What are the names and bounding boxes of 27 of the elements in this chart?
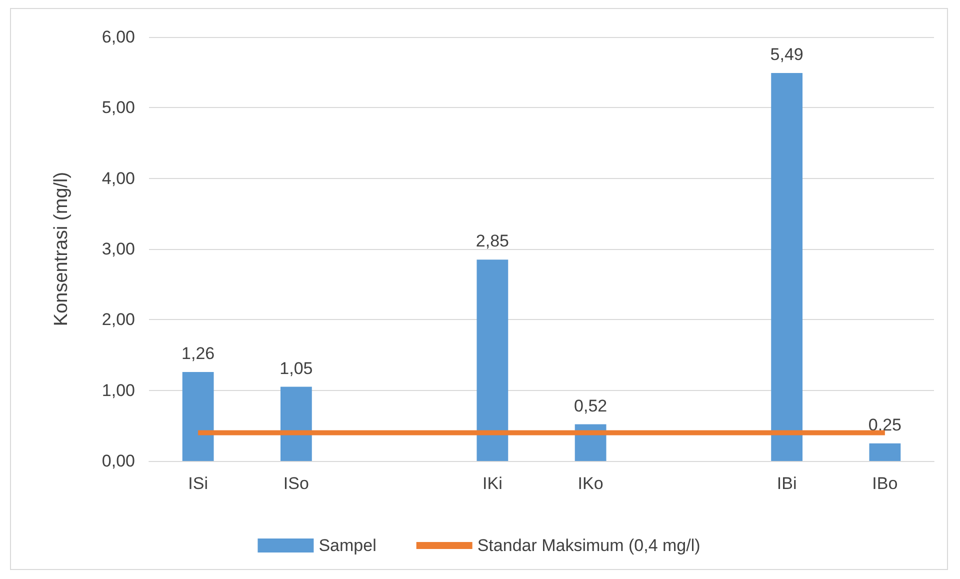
bar — [771, 73, 803, 461]
y-tick-label: 5,00 — [102, 98, 135, 118]
data-label: 1,05 — [280, 358, 313, 378]
bar — [280, 386, 312, 461]
y-axis-title: Konsentrasi (mg/l) — [51, 172, 72, 326]
bar — [869, 443, 901, 461]
x-tick-label: IBi — [776, 474, 797, 493]
y-tick-label: 6,00 — [102, 28, 135, 46]
y-tick-label: 3,00 — [102, 240, 135, 258]
y-tick-label: 0,00 — [102, 452, 135, 470]
y-tick-label: 2,00 — [102, 310, 135, 330]
data-label: 0,25 — [868, 415, 902, 434]
data-label: 1,26 — [182, 344, 215, 363]
data-label: 2,85 — [476, 232, 509, 251]
x-tick-label: IKi — [482, 474, 502, 493]
legend-label: Sampel — [318, 536, 376, 555]
x-tick-label: IBo — [872, 474, 898, 493]
data-label: 5,49 — [770, 45, 804, 64]
x-tick-label: IKo — [578, 474, 604, 493]
y-tick-label: 4,00 — [102, 168, 135, 188]
x-tick-label: ISi — [188, 474, 208, 493]
bar — [182, 372, 214, 461]
legend-label: Standar Maksimum (0,4 mg/l) — [477, 536, 700, 555]
data-label: 0,52 — [574, 396, 608, 416]
y-tick-label: 1,00 — [102, 380, 135, 400]
x-tick-label: ISo — [283, 474, 309, 493]
bar — [476, 260, 508, 461]
